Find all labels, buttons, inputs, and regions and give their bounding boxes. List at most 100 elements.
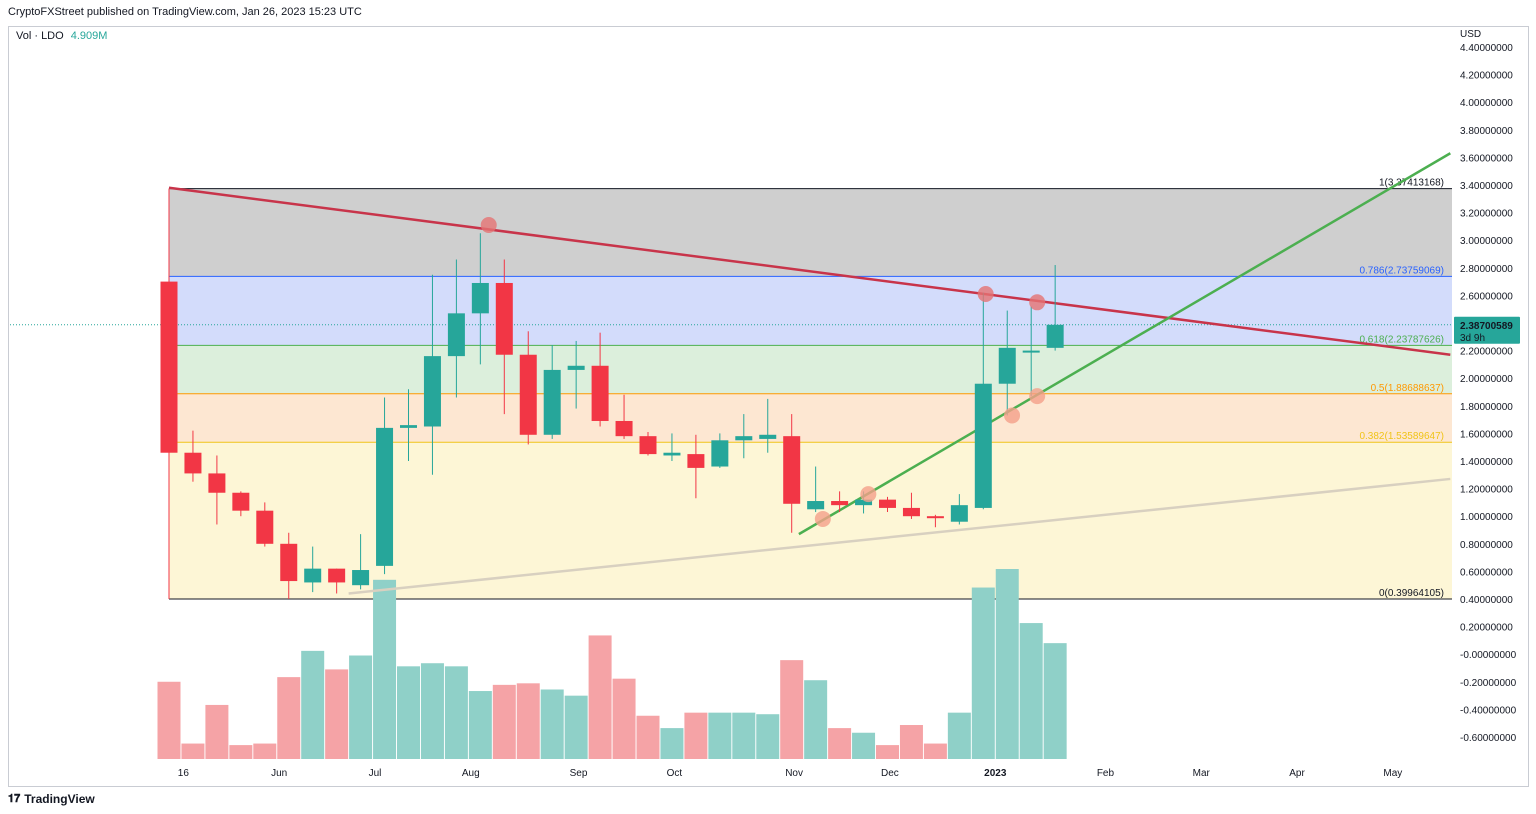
y-axis-tick-label: 2.60000000 xyxy=(1460,291,1513,302)
volume-bar xyxy=(325,669,349,759)
axis-currency-label: USD xyxy=(1460,29,1482,40)
volume-bar xyxy=(828,728,852,759)
y-axis-tick-label: 3.20000000 xyxy=(1460,209,1513,220)
x-axis-tick-label: Aug xyxy=(462,768,480,779)
candle-body xyxy=(663,452,681,456)
last-price-value: 2.38700589 xyxy=(1460,321,1513,332)
candle-body xyxy=(376,427,394,566)
y-axis-tick-label: 0.80000000 xyxy=(1460,540,1513,551)
candle-body xyxy=(160,281,178,453)
candle-body xyxy=(567,365,585,370)
volume-bar xyxy=(1043,643,1067,759)
x-axis-tick-label: Sep xyxy=(570,768,588,779)
fib-level-label: 0.5(1.88688637) xyxy=(1371,383,1444,394)
x-axis-tick-label: Jun xyxy=(271,768,287,779)
x-axis-tick-label: Feb xyxy=(1097,768,1115,779)
volume-bar xyxy=(660,728,684,759)
volume-bar xyxy=(277,677,301,759)
y-axis-tick-label: -0.40000000 xyxy=(1460,705,1517,716)
candle-body xyxy=(831,501,849,506)
candle-body xyxy=(639,436,657,455)
volume-bar xyxy=(540,689,564,759)
candle-body xyxy=(591,365,609,421)
y-axis-tick-label: 3.00000000 xyxy=(1460,236,1513,247)
volume-bar xyxy=(588,635,612,759)
y-axis-tick-label: 1.80000000 xyxy=(1460,402,1513,413)
y-axis-tick-label: 0.60000000 xyxy=(1460,567,1513,578)
y-axis-tick-label: -0.60000000 xyxy=(1460,733,1517,744)
y-axis-tick-label: 3.80000000 xyxy=(1460,126,1513,137)
volume-bar xyxy=(564,695,588,759)
x-axis-tick-label: Apr xyxy=(1289,768,1305,779)
candle-body xyxy=(352,570,370,586)
fib-zone xyxy=(169,345,1452,394)
volume-bar xyxy=(468,691,492,759)
touch-marker xyxy=(860,486,877,503)
y-axis-tick-label: 3.40000000 xyxy=(1460,181,1513,192)
touch-marker xyxy=(1029,294,1046,311)
candle-body xyxy=(855,499,873,506)
fib-level-label: 0(0.39964105) xyxy=(1379,588,1444,599)
volume-indicator-label[interactable]: Vol · LDO 4.909M xyxy=(16,30,107,42)
y-axis-tick-label: 1.40000000 xyxy=(1460,457,1513,468)
fib-zone xyxy=(169,393,1452,443)
y-axis-tick-label: 2.00000000 xyxy=(1460,374,1513,385)
fib-zone xyxy=(169,188,1452,277)
volume-bar xyxy=(253,743,277,759)
candle-body xyxy=(807,501,825,510)
x-axis-tick-label: 2023 xyxy=(984,768,1007,779)
volume-bar xyxy=(876,745,899,759)
y-axis-tick-label: 1.00000000 xyxy=(1460,512,1513,523)
volume-bar xyxy=(780,660,804,759)
y-axis-tick-label: 0.40000000 xyxy=(1460,595,1513,606)
candle-body xyxy=(304,568,322,583)
y-axis-tick-label: 2.20000000 xyxy=(1460,347,1513,358)
volume-bar xyxy=(349,655,373,759)
volume-bar xyxy=(636,715,660,759)
volume-bar xyxy=(157,681,181,759)
candle-body xyxy=(926,516,944,519)
x-axis-tick-label: Dec xyxy=(881,768,899,779)
plot-area: 1(3.37413168) 0.786(2.73759069) 0.618(2.23… xyxy=(10,152,1452,759)
touch-marker xyxy=(977,286,994,303)
volume-bar xyxy=(301,650,325,759)
volume-bar xyxy=(899,725,923,759)
tradingview-footer[interactable]: 𝟏𝟕 TradingView xyxy=(8,792,95,806)
volume-bar xyxy=(971,587,995,759)
x-axis-tick-label: Oct xyxy=(667,768,683,779)
fib-level-label: 1(3.37413168) xyxy=(1379,178,1444,189)
candle-body xyxy=(950,505,968,522)
candle-body xyxy=(184,452,202,474)
x-axis-tick-label: Mar xyxy=(1193,768,1211,779)
candle-body xyxy=(711,440,729,467)
candle-body xyxy=(879,499,896,508)
volume-bar xyxy=(995,569,1019,759)
candle-body xyxy=(735,436,753,441)
x-axis-tick-label: Nov xyxy=(785,768,803,779)
candle-body xyxy=(400,425,417,428)
candle-body xyxy=(759,434,777,439)
candle-body xyxy=(687,454,705,468)
tradingview-logo-icon: 𝟏𝟕 xyxy=(8,792,21,805)
last-price-tag-bg xyxy=(1454,316,1520,344)
volume-bar xyxy=(612,678,636,759)
candle-body xyxy=(423,356,441,427)
y-axis-tick-label: 1.60000000 xyxy=(1460,429,1513,440)
candle-body xyxy=(902,507,920,517)
last-price-countdown: 3d 9h xyxy=(1460,333,1485,344)
x-axis-tick-label: May xyxy=(1383,768,1402,779)
trendline-resistance xyxy=(168,186,1451,356)
volume-bar xyxy=(181,743,205,759)
volume-bar xyxy=(708,712,732,759)
fib-level-label: 0.382(1.53589647) xyxy=(1359,431,1444,442)
volume-bar xyxy=(852,732,876,759)
y-axis-tick-label: 3.60000000 xyxy=(1460,153,1513,164)
touch-marker xyxy=(814,510,831,527)
chart-frame xyxy=(8,26,1529,787)
volume-bar xyxy=(205,704,229,759)
candle-body xyxy=(974,383,992,508)
candle-body xyxy=(208,473,226,493)
candle-body xyxy=(232,492,250,511)
